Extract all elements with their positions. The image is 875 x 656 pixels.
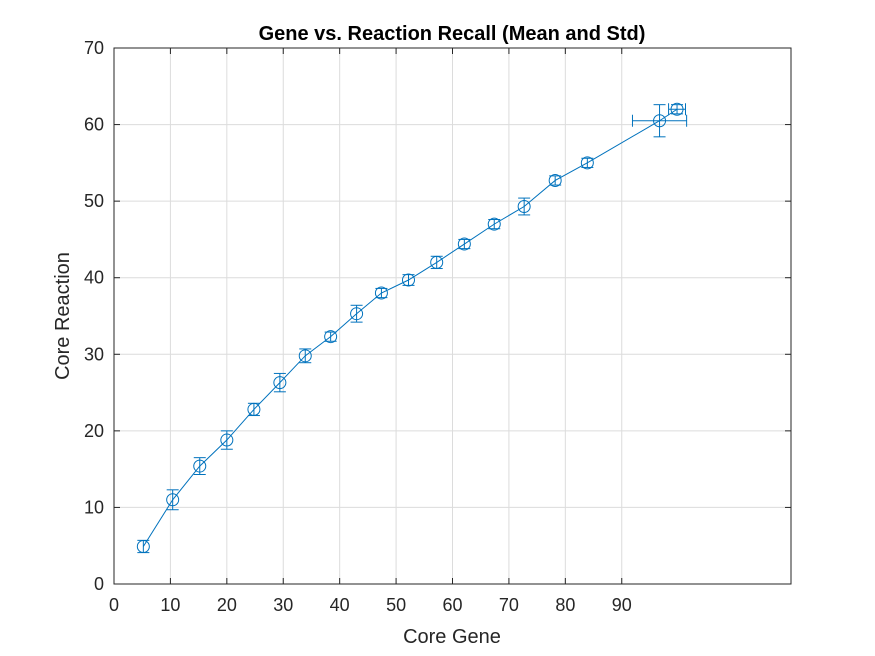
data-point bbox=[430, 255, 444, 269]
data-point bbox=[166, 493, 180, 507]
x-axis-label: Core Gene bbox=[403, 626, 501, 648]
x-tick-label: 20 bbox=[217, 595, 237, 615]
data-point bbox=[374, 286, 388, 300]
series bbox=[136, 102, 688, 554]
data-point bbox=[247, 402, 261, 416]
x-tick-label: 40 bbox=[330, 595, 350, 615]
y-tick-label: 60 bbox=[84, 115, 104, 135]
ticks: 0 10 20 30 40 50 60 70 80 90 0 10 20 30 40 50 60 70 bbox=[84, 38, 791, 615]
x-tick-label: 80 bbox=[555, 595, 575, 615]
x-tick-label: 10 bbox=[160, 595, 180, 615]
data-point bbox=[548, 173, 562, 187]
chart-title: Gene vs. Reaction Recall (Mean and Std) bbox=[259, 23, 646, 45]
data-point bbox=[401, 273, 415, 287]
x-tick-label: 0 bbox=[109, 595, 119, 615]
y-tick-label: 30 bbox=[84, 344, 104, 364]
data-point bbox=[193, 459, 207, 473]
y-tick-label: 10 bbox=[84, 497, 104, 517]
x-tick-label: 60 bbox=[442, 595, 462, 615]
data-point bbox=[653, 114, 667, 128]
data-point bbox=[580, 156, 594, 170]
x-tick-label: 90 bbox=[612, 595, 632, 615]
x-tick-label: 50 bbox=[386, 595, 406, 615]
data-point bbox=[136, 539, 150, 553]
y-tick-label: 40 bbox=[84, 268, 104, 288]
data-point bbox=[298, 349, 312, 363]
x-tick-label: 30 bbox=[273, 595, 293, 615]
y-tick-label: 20 bbox=[84, 421, 104, 441]
data-point bbox=[517, 200, 531, 214]
x-tick-label: 70 bbox=[499, 595, 519, 615]
y-tick-label: 0 bbox=[94, 574, 104, 594]
data-point bbox=[457, 237, 471, 251]
y-axis-label: Core Reaction bbox=[52, 252, 74, 380]
data-point bbox=[324, 330, 338, 344]
data-point bbox=[670, 102, 684, 116]
data-point bbox=[350, 307, 364, 321]
y-tick-label: 50 bbox=[84, 191, 104, 211]
data-point bbox=[273, 376, 287, 390]
y-tick-label: 70 bbox=[84, 38, 104, 58]
data-point bbox=[487, 217, 501, 231]
data-point bbox=[220, 433, 234, 447]
